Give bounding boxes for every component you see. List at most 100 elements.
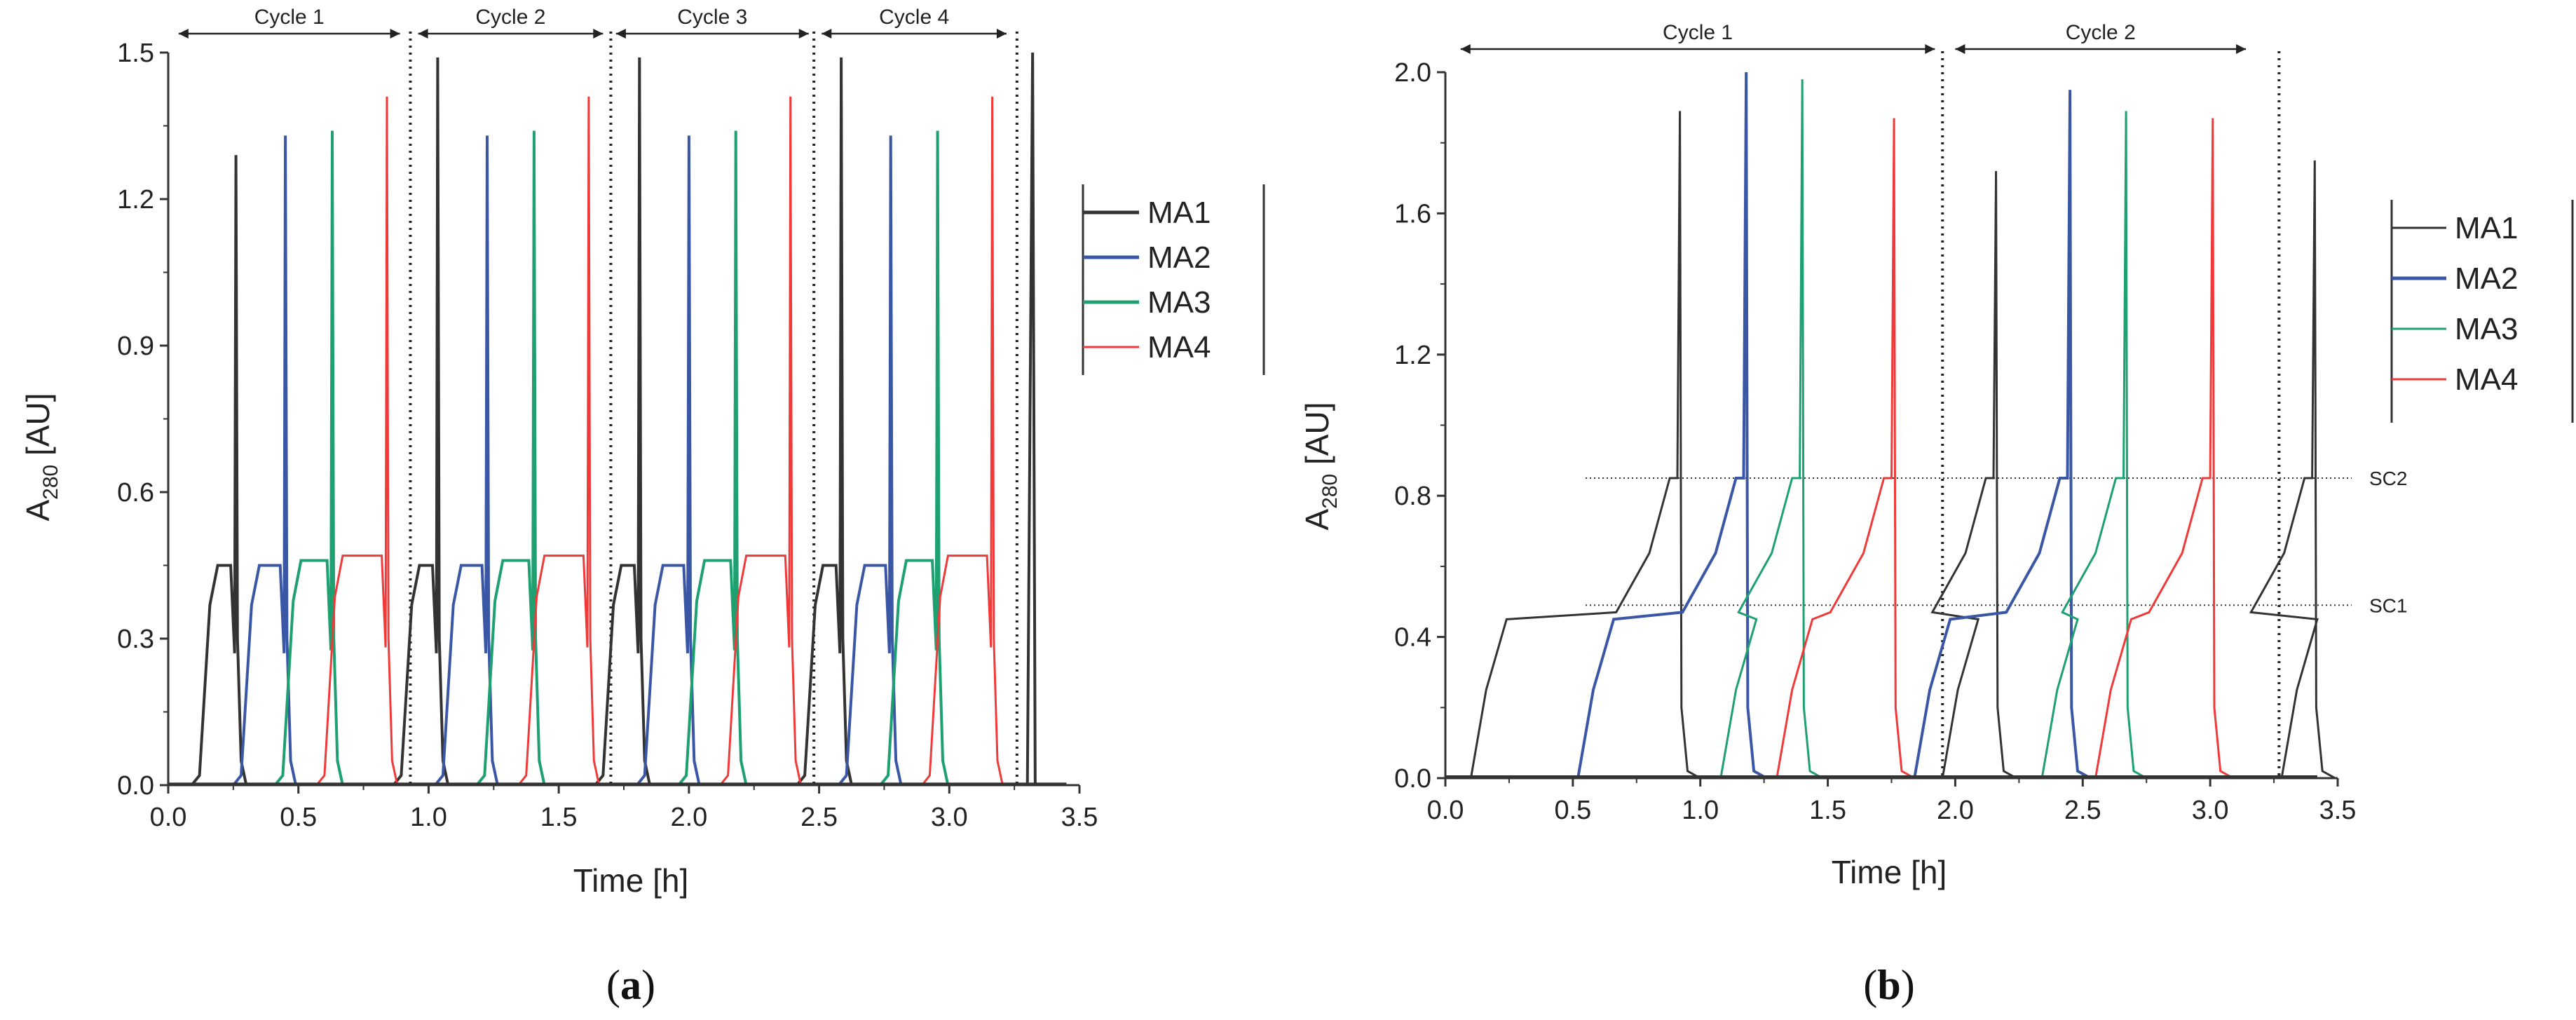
series-line-ma1-cycle-4 — [796, 57, 853, 787]
chart-b-reference-lines: SC2 SC1 — [1586, 468, 2407, 616]
chart-a-x-tick-label: 2.0 — [670, 803, 707, 832]
series-line-b-ma1-pulse-3 — [2249, 160, 2336, 780]
legend-b-item-ma3: MA3 — [2392, 312, 2518, 346]
chart-a-cycle-label: Cycle 2 — [475, 6, 545, 29]
chart-b-x-tick-label: 0.0 — [1427, 796, 1464, 825]
chart-b-legend: MA1 MA2 MA3 MA4 — [2390, 200, 2574, 423]
legend-label-ma3: MA3 — [1147, 285, 1211, 320]
series-line-ma3-cycle-2 — [475, 130, 546, 787]
chart-a-cycle-arrow-head-left — [178, 29, 189, 39]
series-line-ma3-cycle-3 — [677, 130, 748, 787]
chart-a-cycle-annotations: Cycle 1 Cycle 2 Cycle 3 Cycle 4 — [178, 6, 1007, 39]
series-line-ma3-cycle-1 — [273, 130, 344, 787]
chart-b-y-tick-label: 0.8 — [1394, 482, 1431, 511]
legend-label-ma2: MA2 — [1147, 240, 1211, 275]
chart-b-y-tick-label: 1.6 — [1394, 199, 1431, 229]
chart-a-legend: MA1 MA2 MA3 MA4 — [1082, 184, 1265, 375]
series-line-ma1-cycle-3 — [594, 57, 652, 787]
chart-a-series-lines — [168, 52, 1067, 787]
series-line-ma4-cycle-2 — [517, 96, 601, 786]
chart-b-x-tick-label: 2.0 — [1937, 796, 1974, 825]
series-line-ma1-end-spike — [1025, 52, 1037, 786]
chart-b-ticks: 0.0 0.5 1.0 1.5 2.0 2.5 3.0 3.5 0.0 0.4 0.8 1.2 1.6 2… — [1394, 58, 2356, 825]
chart-a-cycle-arrow-head-right — [390, 29, 400, 39]
chart-b-x-tick-label: 3.5 — [2319, 796, 2357, 825]
chart-a-cycle-label: Cycle 1 — [254, 6, 325, 29]
chart-a-frame — [167, 53, 1079, 787]
chart-a-y-tick-label: 0.6 — [117, 478, 154, 508]
chart-a-cycle-arrow-head-right — [997, 29, 1007, 39]
panel-b-caption-letter: b — [1877, 962, 1900, 1008]
chart-b-cycle-arrow-head-right — [2236, 44, 2247, 54]
chart-a-cycle-arrow-head-right — [798, 29, 809, 39]
legend-label-ma4: MA4 — [1147, 330, 1211, 365]
chart-a-x-tick-label: 0.0 — [150, 803, 187, 832]
chart-b-cycle-label: Cycle 1 — [1663, 21, 1733, 44]
legend-label-ma1: MA1 — [1147, 196, 1211, 230]
legend-b-label-ma1: MA1 — [2455, 211, 2518, 245]
legend-item-ma4: MA4 — [1083, 330, 1211, 365]
chart-b-cycle-dividers — [1941, 51, 2281, 778]
chart-a-cycle-arrow-head-right — [593, 29, 604, 39]
chart-b-x-tick-label: 2.5 — [2064, 796, 2101, 825]
legend-b-item-ma4: MA4 — [2392, 362, 2518, 397]
panel-b-caption: (b) — [1863, 962, 1914, 1008]
chart-a-cycle-label: Cycle 4 — [879, 6, 949, 29]
chart-a-y-axis-label-unit: [AU] — [20, 393, 56, 465]
panel-a-caption: (a) — [606, 962, 655, 1008]
chart-a-y-axis-label: A280 [AU] — [20, 393, 62, 522]
panel-a-caption-close: ) — [641, 962, 655, 1008]
chart-a-x-tick-label: 1.0 — [410, 803, 447, 832]
chart-panel-b: SC2 SC1 Cycle 1 Cycle 2 0.0 0.5 1.0 1.5 2.0 2.5… — [1299, 21, 2574, 1008]
chart-b-cycle-arrow-head-left — [1955, 44, 1965, 54]
chart-b-x-axis-label: Time [h] — [1832, 854, 1947, 890]
panel-b-caption-open: ( — [1863, 962, 1877, 1008]
chart-b-cycle-arrow-head-left — [1460, 44, 1471, 54]
chart-b-y-tick-label: 2.0 — [1394, 58, 1431, 88]
chart-a-x-tick-label: 3.5 — [1061, 803, 1098, 832]
chart-b-y-axis-label: A280 [AU] — [1299, 402, 1342, 531]
panel-a-caption-open: ( — [606, 962, 620, 1008]
chart-b-y-tick-label: 0.0 — [1394, 764, 1431, 794]
series-line-b-ma3-pulse-2 — [2040, 111, 2147, 780]
chart-a-cycle-label: Cycle 3 — [677, 6, 747, 29]
chart-a-x-tick-label: 2.5 — [800, 803, 838, 832]
series-line-ma1-cycle-1 — [190, 155, 248, 787]
chart-b-y-axis-label-main: A — [1299, 509, 1335, 531]
series-line-b-ma2-pulse-1 — [1576, 72, 1768, 780]
panel-a-caption-letter: a — [620, 962, 641, 1008]
chart-b-x-tick-label: 0.5 — [1554, 796, 1591, 825]
legend-item-ma2: MA2 — [1083, 240, 1211, 275]
chart-a-ticks: 0.0 0.5 1.0 1.5 2.0 2.5 3.0 3.5 0.0 0.3 0.6 0.9 1.2 1… — [117, 39, 1098, 832]
legend-b-label-ma2: MA2 — [2455, 261, 2518, 296]
legend-item-ma1: MA1 — [1083, 196, 1211, 230]
series-line-ma2-cycle-4 — [837, 135, 903, 787]
series-line-b-ma1-pulse-1 — [1469, 111, 1701, 780]
series-line-b-ma1-pulse-2 — [1930, 170, 2017, 780]
panel-b-caption-close: ) — [1901, 962, 1915, 1008]
chart-b-y-tick-label: 1.2 — [1394, 341, 1431, 370]
chart-a-x-tick-label: 1.5 — [540, 803, 578, 832]
chart-b-cycle-arrow-head-right — [1925, 44, 1935, 54]
chart-a-cycle-arrow-head-left — [418, 29, 428, 39]
chart-a-y-tick-label: 0.0 — [117, 771, 154, 801]
chart-b-reference-label-sc2: SC2 — [2369, 468, 2407, 489]
chart-b-cycle-label: Cycle 2 — [2066, 21, 2136, 44]
chart-a-cycle-arrow-head-left — [615, 29, 626, 39]
series-line-b-ma4-pulse-1 — [1776, 118, 1915, 780]
chart-b-x-tick-label: 1.5 — [1809, 796, 1846, 825]
series-line-ma2-cycle-2 — [434, 135, 499, 787]
chart-a-y-tick-label: 0.9 — [117, 332, 154, 361]
chart-b-y-axis-label-sub: 280 — [1318, 474, 1342, 509]
chart-b-cycle-annotations: Cycle 1 Cycle 2 — [1460, 21, 2247, 54]
chart-a-x-axis-label: Time [h] — [573, 862, 688, 899]
series-line-ma2-cycle-3 — [636, 135, 701, 787]
series-line-ma4-cycle-1 — [315, 96, 399, 786]
legend-b-item-ma1: MA1 — [2392, 211, 2518, 245]
chart-a-x-tick-label: 3.0 — [931, 803, 968, 832]
legend-b-label-ma4: MA4 — [2455, 362, 2518, 397]
chart-a-x-tick-label: 0.5 — [280, 803, 317, 832]
chart-a-cycle-dividers — [409, 32, 1018, 785]
series-line-ma2-cycle-1 — [232, 135, 297, 787]
